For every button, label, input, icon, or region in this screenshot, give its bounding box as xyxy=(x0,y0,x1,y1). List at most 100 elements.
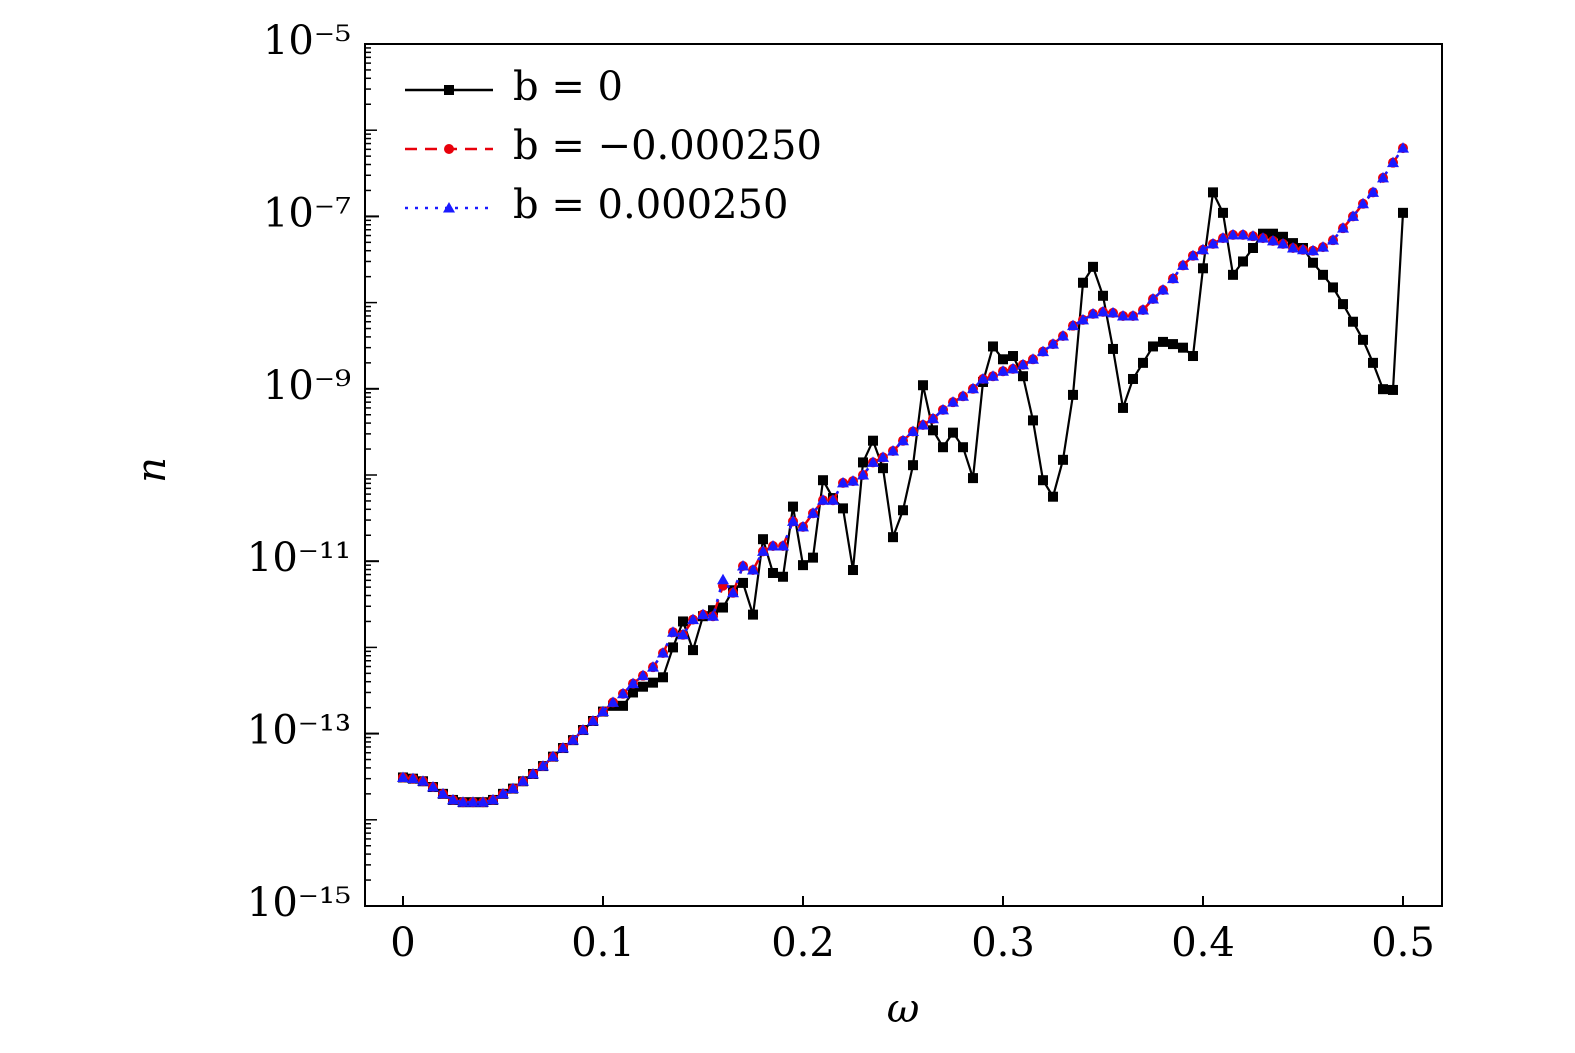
marker-triangle xyxy=(687,613,699,625)
marker-triangle xyxy=(1117,309,1129,321)
marker-square xyxy=(1218,207,1228,218)
marker-square xyxy=(1038,475,1048,486)
marker-triangle xyxy=(737,559,749,571)
marker-square xyxy=(638,681,648,692)
marker-triangle xyxy=(897,434,909,446)
marker-square xyxy=(998,354,1008,365)
marker-square xyxy=(748,609,758,620)
y-tick-label: 10⁻¹³ xyxy=(247,708,351,754)
marker-triangle xyxy=(507,782,519,794)
marker-square xyxy=(618,700,628,711)
marker-square xyxy=(1148,341,1158,352)
marker-square xyxy=(1268,228,1278,239)
marker-triangle xyxy=(657,647,669,658)
marker-triangle xyxy=(1177,259,1189,270)
marker-triangle xyxy=(1067,319,1079,331)
marker-triangle xyxy=(1127,309,1139,321)
marker-triangle xyxy=(477,796,489,807)
marker-triangle xyxy=(1307,244,1319,256)
marker-square xyxy=(1018,371,1028,382)
marker-triangle xyxy=(1107,306,1119,318)
marker-triangle xyxy=(917,419,929,430)
marker-triangle xyxy=(1237,228,1249,240)
marker-square xyxy=(858,457,868,468)
x-tick-label: 0.4 xyxy=(1171,920,1235,966)
marker-triangle xyxy=(857,469,869,480)
legend-label: b = 0 xyxy=(513,64,623,110)
marker-square xyxy=(1108,343,1118,354)
marker-square xyxy=(718,602,728,613)
marker-triangle xyxy=(847,475,859,486)
marker-triangle xyxy=(797,520,809,532)
marker-square xyxy=(688,645,698,656)
marker-triangle xyxy=(907,425,919,436)
marker-triangle xyxy=(437,787,449,799)
marker-square xyxy=(1198,263,1208,274)
legend-marker xyxy=(444,144,454,154)
marker-triangle xyxy=(1197,243,1209,255)
marker-triangle xyxy=(1007,362,1019,374)
y-tick-label: 10⁻⁵ xyxy=(263,18,351,64)
marker-triangle xyxy=(787,515,799,526)
marker-triangle xyxy=(1157,284,1169,295)
marker-triangle xyxy=(1047,338,1059,349)
marker-square xyxy=(1318,269,1328,280)
x-tick-label: 0 xyxy=(390,920,415,966)
marker-triangle xyxy=(497,787,509,799)
marker-square xyxy=(758,534,768,545)
x-axis-label: ω xyxy=(887,986,920,1032)
marker-triangle xyxy=(627,677,639,689)
marker-triangle xyxy=(1357,197,1369,209)
marker-triangle xyxy=(1057,329,1069,341)
marker-square xyxy=(648,677,658,688)
marker-square xyxy=(938,442,948,453)
y-axis-label: n xyxy=(129,457,175,483)
marker-triangle xyxy=(817,494,829,505)
marker-square xyxy=(848,565,858,576)
marker-triangle xyxy=(1077,313,1089,325)
marker-square xyxy=(668,642,678,653)
marker-square xyxy=(1238,256,1248,267)
marker-square xyxy=(1338,299,1348,310)
marker-triangle xyxy=(947,396,959,407)
y-tick-label: 10⁻¹⁵ xyxy=(247,880,351,926)
marker-square xyxy=(1278,231,1288,242)
marker-square xyxy=(1098,290,1108,301)
marker-triangle xyxy=(867,456,879,467)
marker-triangle xyxy=(677,628,689,640)
y-tick-label: 10⁻¹¹ xyxy=(247,535,351,581)
marker-square xyxy=(898,505,908,516)
marker-square xyxy=(738,577,748,588)
marker-triangle xyxy=(977,372,989,384)
marker-triangle xyxy=(407,772,419,784)
marker-square xyxy=(1378,384,1388,395)
marker-square xyxy=(1058,454,1068,465)
marker-triangle xyxy=(1287,241,1299,253)
marker-triangle xyxy=(667,626,679,637)
marker-triangle xyxy=(957,390,969,401)
marker-triangle xyxy=(1367,186,1379,197)
marker-square xyxy=(1248,242,1258,253)
marker-square xyxy=(1178,342,1188,353)
marker-square xyxy=(958,442,968,453)
marker-square xyxy=(1048,491,1058,502)
marker-triangle xyxy=(987,370,999,381)
marker-triangle xyxy=(967,382,979,394)
marker-square xyxy=(928,425,938,436)
marker-triangle xyxy=(457,796,469,807)
marker-triangle xyxy=(937,403,949,415)
marker-triangle xyxy=(1347,210,1359,221)
marker-square xyxy=(1138,357,1148,368)
marker-square xyxy=(1068,389,1078,400)
marker-square xyxy=(1348,316,1358,327)
marker-square xyxy=(1308,257,1318,268)
marker-square xyxy=(1358,334,1368,345)
marker-square xyxy=(1118,402,1128,413)
marker-triangle xyxy=(1017,358,1029,370)
marker-triangle xyxy=(1267,234,1279,246)
marker-triangle xyxy=(1297,243,1309,255)
marker-triangle xyxy=(397,771,409,782)
marker-triangle xyxy=(707,610,719,621)
marker-square xyxy=(1388,384,1398,395)
